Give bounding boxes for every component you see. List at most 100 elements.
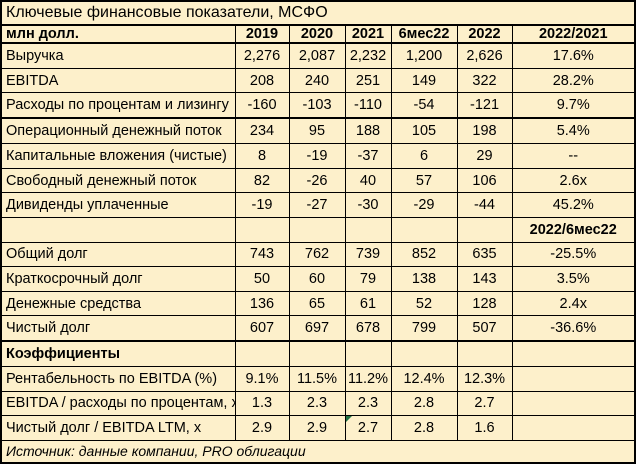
table-cell: -19 — [234, 192, 290, 218]
table-cell: 852 — [390, 241, 458, 268]
table-row: Дивиденды уплаченные -19 -27 -30 -29 -44 45.2% — [2, 192, 634, 218]
table-cell — [456, 341, 513, 368]
table-cell: 2022/6мес22 — [511, 216, 634, 243]
table-cell: 50 — [234, 266, 290, 292]
row-label: Чистый долг — [2, 315, 236, 341]
table-cell: 607 — [234, 315, 290, 341]
table-cell: -- — [511, 143, 634, 169]
table-cell: -110 — [344, 92, 392, 119]
row-label: Выручка — [2, 42, 236, 69]
table-cell: 40 — [344, 167, 392, 194]
table-cell: 2,087 — [288, 42, 346, 69]
table-cell: 1,200 — [390, 42, 458, 69]
table-cell: 2.9 — [234, 415, 290, 441]
table-cell: 128 — [456, 290, 513, 317]
table-cell: 240 — [288, 67, 346, 94]
table-cell: 251 — [344, 67, 392, 94]
table-cell: 188 — [344, 118, 392, 145]
table-cell — [390, 216, 458, 243]
table-cell: 2.4x — [511, 290, 634, 317]
table-row: Коэффициенты — [2, 341, 634, 368]
table-cell: 11.5% — [288, 366, 346, 392]
source-note: Источник: данные компании, PRO облигации — [6, 443, 306, 459]
table-cell — [511, 339, 634, 343]
table-cell — [288, 216, 346, 243]
green-corner-marker-icon — [346, 416, 352, 423]
table-cell: 12.3% — [456, 366, 513, 392]
table-cell: -26 — [288, 167, 346, 194]
table-cell: 739 — [344, 241, 392, 268]
column-header: 6мес22 — [390, 26, 458, 44]
table-cell: 57 — [390, 167, 458, 194]
table-cell: -44 — [456, 192, 513, 218]
table-cell: -36.6% — [511, 315, 634, 341]
table-cell — [344, 341, 392, 368]
table-cell — [456, 216, 513, 243]
table-cell: -54 — [390, 92, 458, 119]
table-cell: -30 — [344, 192, 392, 218]
table-cell: -27 — [288, 192, 346, 218]
table-cell: 61 — [344, 290, 392, 317]
table-row — [2, 116, 634, 120]
table-row: 2022/6мес22 — [2, 216, 634, 243]
table-cell — [390, 341, 458, 368]
table-cell: 2.7 — [344, 415, 392, 441]
table-cell: -121 — [456, 92, 513, 119]
row-label: Краткосрочный долг — [2, 266, 236, 292]
table-cell: 17.6% — [511, 42, 634, 69]
column-header: 2021 — [344, 26, 392, 44]
table-cell: -37 — [344, 143, 392, 169]
table-cell: -103 — [288, 92, 346, 119]
table-cell: 9.1% — [234, 366, 290, 392]
table-cell: 2.6x — [511, 167, 634, 194]
table-cell — [288, 341, 346, 368]
table-cell: 52 — [390, 290, 458, 317]
table-row: Выручка 2,276 2,087 2,232 1,200 2,626 17.6% — [2, 42, 634, 69]
table-cell: 9.7% — [511, 92, 634, 119]
table-cell: 149 — [390, 67, 458, 94]
table-cell: 2.7 — [456, 390, 513, 417]
table-cell: 208 — [234, 67, 290, 94]
row-label: Чистый долг / EBITDA LTM, x — [2, 415, 236, 441]
table-row: Чистый долг / EBITDA LTM, x 2.9 2.9 2.7 2.8 1… — [2, 415, 634, 441]
row-label: Дивиденды уплаченные — [2, 192, 236, 218]
table-cell: 12.4% — [390, 366, 458, 392]
table-cell: -19 — [288, 143, 346, 169]
table-cell: 106 — [456, 167, 513, 194]
table-cell: 198 — [456, 118, 513, 145]
table-cell: 138 — [390, 266, 458, 292]
table-row: Операционный денежный поток 234 95 188 105 19… — [2, 118, 634, 145]
table-cell — [511, 341, 634, 368]
table-cell: 2.9 — [288, 415, 346, 441]
table-cell: 82 — [234, 167, 290, 194]
table-cell: 5.4% — [511, 118, 634, 145]
row-label: EBITDA / расходы по процентам, x — [2, 390, 236, 417]
row-label: EBITDA — [2, 67, 236, 94]
table-cell: -160 — [234, 92, 290, 119]
table-title: Ключевые финансовые показатели, МСФО — [2, 2, 634, 26]
header-row: млн долл. 2019 2020 2021 6мес22 2022 2022/2021 — [2, 26, 634, 44]
table-cell: 6 — [390, 143, 458, 169]
table-cell: 322 — [456, 67, 513, 94]
table-cell: 143 — [456, 266, 513, 292]
table-row: Денежные средства 136 65 61 52 128 2.4x — [2, 290, 634, 317]
table-cell: 2.8 — [390, 415, 458, 441]
table-row: Рентабельность по EBITDA (%) 9.1% 11.5% 11.… — [2, 366, 634, 392]
table-cell: 1.3 — [234, 390, 290, 417]
row-label: Свободный денежный поток — [2, 167, 236, 194]
units-header: млн долл. — [2, 26, 236, 44]
row-label: Общий долг — [2, 241, 236, 268]
table-cell: 2,232 — [344, 42, 392, 69]
table-row: Капитальные вложения (чистые) 8 -19 -37 6 29-… — [2, 143, 634, 169]
row-label — [2, 216, 236, 243]
table-cell: 105 — [390, 118, 458, 145]
table-cell: 743 — [234, 241, 290, 268]
table-cell: 234 — [234, 118, 290, 145]
table-cell — [511, 116, 634, 120]
table-cell: 2,626 — [456, 42, 513, 69]
table-row: Чистый долг 607 697 678 799 507 -36.6% — [2, 315, 634, 341]
table-row — [2, 339, 634, 343]
table-row: Общий долг 743 762 739 852 635 -25.5% — [2, 241, 634, 268]
column-header: 2019 — [234, 26, 290, 44]
